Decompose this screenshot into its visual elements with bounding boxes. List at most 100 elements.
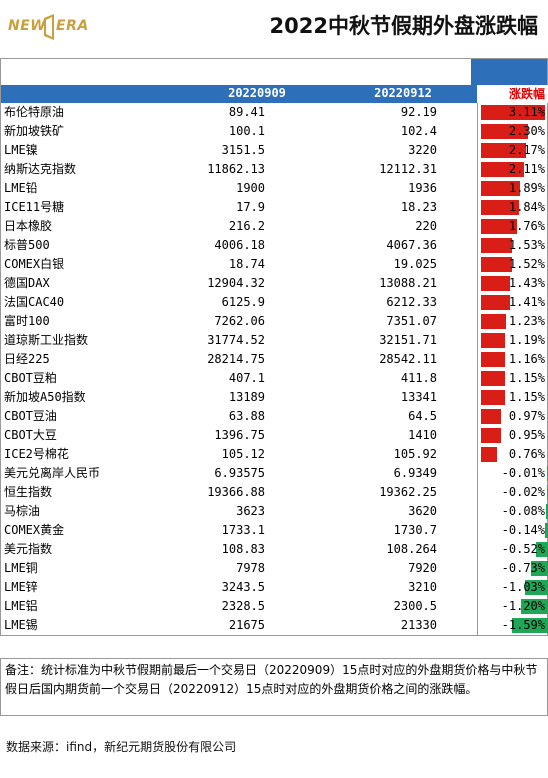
row-name: CBOT大豆 [4, 428, 57, 442]
row-value-date1: 18.74 [228, 257, 265, 271]
row-value-date2: 2300.5 [393, 599, 437, 613]
row-change-cell: 1.52% [477, 255, 548, 274]
row-value-date1: 12904.32 [207, 276, 265, 290]
table-row: 布伦特原油 89.41 92.19 3.11% [1, 103, 547, 122]
table-row: COMEX黄金 1733.1 1730.7 -0.14% [1, 521, 548, 540]
row-name: 美元指数 [4, 542, 53, 556]
change-bar [512, 618, 548, 633]
row-value-date1: 108.83 [221, 542, 265, 556]
row-value-date2: 3210 [408, 580, 437, 594]
table-row: CBOT大豆 1396.75 1410 0.95% [1, 426, 547, 445]
table-top-band [1, 58, 547, 86]
row-change-pct: 1.16% [508, 352, 545, 366]
row-change-cell: 1.15% [477, 388, 548, 407]
row-change-cell: 1.43% [477, 274, 548, 293]
row-change-cell: 1.16% [477, 350, 548, 369]
change-bar [544, 523, 548, 538]
table-row: COMEX白银 18.74 19.025 1.52% [1, 255, 547, 274]
row-name: 新加坡铁矿 [4, 124, 65, 138]
row-name: 道琼斯工业指数 [4, 333, 89, 347]
row-change-pct: 3.11% [508, 105, 545, 119]
row-change-cell: -0.08% [477, 502, 548, 521]
table-row: LME铅 1900 1936 1.89% [1, 179, 547, 198]
row-value-date1: 17.9 [236, 200, 265, 214]
row-name: LME铝 [4, 599, 38, 613]
row-change-pct: -0.02% [501, 485, 545, 499]
table-header-row: 20220909 20220912 涨跌幅 [1, 85, 548, 103]
row-value-date1: 31774.52 [207, 333, 265, 347]
logo-mark-icon [44, 14, 54, 40]
table-row: ICE11号糖 17.9 18.23 1.84% [1, 198, 547, 217]
row-value-date1: 3623 [236, 504, 265, 518]
row-value-date1: 11862.13 [207, 162, 265, 176]
row-change-pct: -1.20% [501, 599, 545, 613]
row-value-date1: 13189 [228, 390, 265, 404]
row-value-date1: 89.41 [228, 105, 265, 119]
row-value-date2: 7920 [408, 561, 437, 575]
change-bar [481, 276, 511, 291]
row-name: LME镍 [4, 143, 38, 157]
data-source: 数据来源：ifind，新纪元期货股份有限公司 [6, 740, 237, 754]
table-row: CBOT豆油 63.88 64.5 0.97% [1, 407, 547, 426]
row-value-date1: 63.88 [228, 409, 265, 423]
row-name: CBOT豆油 [4, 409, 57, 423]
row-value-date1: 407.1 [228, 371, 265, 385]
row-change-cell: -0.14% [477, 521, 548, 540]
row-change-cell: 1.41% [477, 293, 548, 312]
row-name: 布伦特原油 [4, 105, 65, 119]
row-value-date2: 108.264 [386, 542, 437, 556]
change-bar [481, 352, 505, 367]
table-row: 日经225 28214.75 28542.11 1.16% [1, 350, 547, 369]
row-change-pct: -0.14% [501, 523, 545, 537]
row-name: COMEX白银 [4, 257, 65, 271]
row-value-date2: 3220 [408, 143, 437, 157]
company-logo: NEW ERA [8, 14, 92, 44]
row-change-cell: -1.03% [477, 578, 548, 597]
row-value-date2: 12112.31 [379, 162, 437, 176]
row-change-cell: 0.76% [477, 445, 548, 464]
row-value-date1: 3151.5 [221, 143, 265, 157]
row-name: 美元兑离岸人民币 [4, 466, 101, 480]
row-change-pct: -0.73% [501, 561, 545, 575]
row-value-date2: 1410 [408, 428, 437, 442]
table-body: 布伦特原油 89.41 92.19 3.11% 新加坡铁矿 100.1 102.4 2.30%… [1, 103, 548, 635]
row-change-cell: -0.52% [477, 540, 548, 559]
change-bar [481, 409, 501, 424]
change-bar [481, 181, 520, 196]
change-bar [546, 504, 548, 519]
change-bar [520, 599, 548, 614]
row-value-date2: 13088.21 [379, 276, 437, 290]
table-row: 纳斯达克指数 11862.13 12112.31 2.11% [1, 160, 547, 179]
change-bar [481, 333, 506, 348]
change-bar [481, 162, 525, 177]
table-row: 美元兑离岸人民币 6.93575 6.9349 -0.01% [1, 464, 548, 483]
page-header: NEW ERA 2022中秋节假期外盘涨跌幅 [0, 0, 548, 56]
row-change-pct: 1.15% [508, 371, 545, 385]
row-value-date2: 6212.33 [386, 295, 437, 309]
row-change-cell: -1.59% [477, 616, 548, 635]
row-name: ICE2号棉花 [4, 447, 69, 461]
row-value-date2: 19362.25 [379, 485, 437, 499]
change-bar [481, 295, 511, 310]
change-bar [481, 371, 505, 386]
row-value-date1: 19366.88 [207, 485, 265, 499]
change-bar [481, 238, 513, 253]
row-value-date1: 105.12 [221, 447, 265, 461]
logo-text-left: NEW [8, 18, 47, 34]
row-value-date2: 64.5 [408, 409, 437, 423]
row-value-date1: 1900 [236, 181, 265, 195]
row-value-date1: 21675 [228, 618, 265, 632]
row-change-pct: 1.84% [508, 200, 545, 214]
row-change-cell: -1.20% [477, 597, 548, 616]
row-change-pct: 1.23% [508, 314, 545, 328]
change-bar [481, 219, 518, 234]
row-name: 富时100 [4, 314, 50, 328]
row-name: 恒生指数 [4, 485, 53, 499]
change-bar [481, 447, 497, 462]
row-value-date2: 220 [415, 219, 437, 233]
page-title: 2022中秋节假期外盘涨跌幅 [269, 14, 538, 38]
row-value-date1: 1733.1 [221, 523, 265, 537]
row-name: 德国DAX [4, 276, 50, 290]
row-value-date1: 3243.5 [221, 580, 265, 594]
table-row: 恒生指数 19366.88 19362.25 -0.02% [1, 483, 548, 502]
